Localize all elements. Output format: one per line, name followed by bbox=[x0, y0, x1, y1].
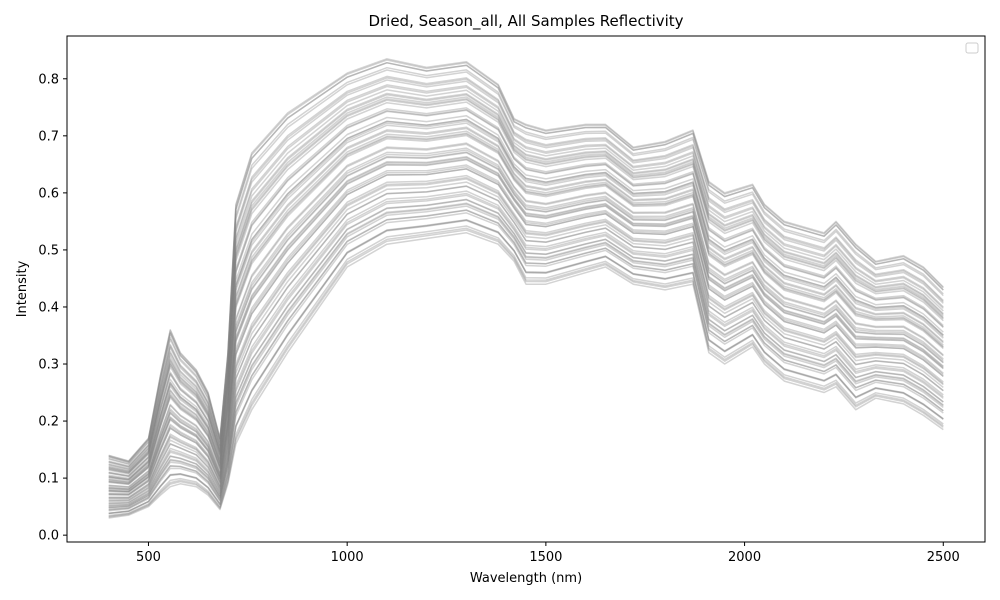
sample-spectrum-line bbox=[108, 122, 944, 482]
sample-spectrum-line bbox=[108, 126, 944, 483]
x-tick-label: 2500 bbox=[927, 550, 960, 565]
sample-spectrum-line bbox=[108, 176, 944, 499]
sample-spectrum-line bbox=[108, 199, 944, 507]
plot-frame bbox=[66, 35, 986, 543]
sample-spectrum-line bbox=[108, 198, 944, 507]
series-layer bbox=[108, 58, 944, 519]
sample-spectrum-line bbox=[108, 133, 944, 485]
sample-spectrum-line bbox=[108, 185, 944, 502]
sample-spectrum-line bbox=[108, 108, 944, 477]
x-tick-label: 1500 bbox=[529, 550, 562, 565]
sample-spectrum-line bbox=[108, 97, 944, 474]
sample-spectrum-line bbox=[108, 202, 944, 508]
sample-spectrum-line bbox=[108, 181, 944, 501]
y-tick-label: 0.5 bbox=[38, 243, 59, 258]
y-tick-label: 0.4 bbox=[38, 300, 59, 315]
y-tick-label: 0.2 bbox=[38, 415, 59, 430]
sample-spectrum-line bbox=[108, 149, 944, 490]
sample-spectrum-line bbox=[108, 69, 944, 466]
sample-spectrum-line bbox=[108, 166, 944, 496]
sample-spectrum-line bbox=[108, 227, 944, 518]
sample-spectrum-line bbox=[108, 158, 944, 493]
sample-spectrum-line bbox=[108, 96, 944, 473]
sample-spectrum-line bbox=[108, 142, 944, 488]
sample-spectrum-line bbox=[108, 118, 944, 481]
sample-spectrum-line bbox=[108, 58, 944, 462]
sample-spectrum-line bbox=[108, 178, 944, 500]
sample-spectrum-line bbox=[108, 118, 944, 481]
y-tick-label: 0.0 bbox=[38, 529, 59, 544]
sample-spectrum-line bbox=[108, 92, 944, 472]
sample-spectrum-line bbox=[108, 225, 944, 517]
sample-spectrum-line bbox=[108, 84, 944, 470]
sample-spectrum-line bbox=[108, 66, 944, 465]
y-tick-label: 0.8 bbox=[38, 72, 59, 87]
sample-spectrum-line bbox=[108, 192, 944, 505]
x-tick-label: 1000 bbox=[331, 550, 364, 565]
sample-spectrum-line bbox=[108, 77, 944, 468]
sample-spectrum-line bbox=[108, 132, 944, 485]
sample-spectrum-line bbox=[108, 209, 944, 511]
sample-spectrum-line bbox=[108, 94, 944, 473]
sample-spectrum-line bbox=[108, 209, 944, 511]
sample-spectrum-line bbox=[108, 143, 944, 488]
legend-box bbox=[965, 42, 979, 54]
sample-spectrum-line bbox=[108, 101, 944, 475]
y-axis-label: Intensity bbox=[15, 260, 30, 317]
sample-spectrum-line bbox=[108, 130, 944, 484]
sample-spectrum-line bbox=[108, 107, 944, 477]
sample-spectrum-line bbox=[108, 156, 944, 493]
sample-spectrum-line bbox=[108, 219, 944, 515]
sample-spectrum-line bbox=[108, 155, 944, 492]
sample-spectrum-line bbox=[108, 232, 944, 519]
sample-spectrum-line bbox=[108, 218, 944, 514]
sample-spectrum-line bbox=[108, 134, 944, 486]
sample-spectrum-line bbox=[108, 158, 944, 493]
sample-spectrum-line bbox=[108, 205, 944, 510]
sample-spectrum-line bbox=[108, 62, 944, 463]
y-tick-label: 0.1 bbox=[38, 472, 59, 487]
sample-spectrum-line bbox=[108, 229, 944, 518]
sample-spectrum-line bbox=[108, 185, 944, 502]
y-tick-label: 0.7 bbox=[38, 129, 59, 144]
sample-spectrum-line bbox=[108, 99, 944, 474]
sample-spectrum-line bbox=[108, 85, 944, 470]
x-axis: 500 1000 1500 2000 2500 bbox=[136, 542, 960, 565]
sample-spectrum-line bbox=[108, 120, 944, 481]
sample-spectrum-line bbox=[108, 79, 944, 468]
sample-spectrum-line bbox=[108, 59, 944, 463]
sample-spectrum-line bbox=[108, 109, 944, 478]
sample-spectrum-line bbox=[108, 127, 944, 483]
x-tick-label: 500 bbox=[136, 550, 161, 565]
x-axis-label: Wavelength (nm) bbox=[470, 571, 582, 586]
sample-spectrum-line bbox=[108, 75, 944, 467]
y-axis: 0.0 0.1 0.2 0.3 0.4 0.5 0.6 0.7 0.8 bbox=[38, 72, 67, 544]
sample-spectrum-line bbox=[108, 212, 944, 512]
sample-spectrum-line bbox=[108, 190, 944, 504]
sample-spectrum-line bbox=[108, 174, 944, 498]
sample-spectrum-line bbox=[108, 219, 944, 515]
sample-spectrum-line bbox=[108, 61, 944, 463]
y-tick-label: 0.6 bbox=[38, 186, 59, 201]
sample-spectrum-line bbox=[108, 89, 944, 471]
sample-spectrum-line bbox=[108, 151, 944, 491]
y-tick-label: 0.3 bbox=[38, 358, 59, 373]
sample-spectrum-line bbox=[108, 164, 944, 495]
sample-spectrum-line bbox=[108, 151, 944, 491]
sample-spectrum-line bbox=[108, 168, 944, 496]
sample-spectrum-line bbox=[108, 194, 944, 506]
chart-title: Dried, Season_all, All Samples Reflectiv… bbox=[368, 12, 683, 31]
sample-spectrum-line bbox=[108, 203, 944, 509]
sample-spectrum-line bbox=[108, 147, 944, 490]
sample-spectrum-line bbox=[108, 168, 944, 496]
x-tick-label: 2000 bbox=[728, 550, 761, 565]
sample-spectrum-line bbox=[108, 115, 944, 479]
